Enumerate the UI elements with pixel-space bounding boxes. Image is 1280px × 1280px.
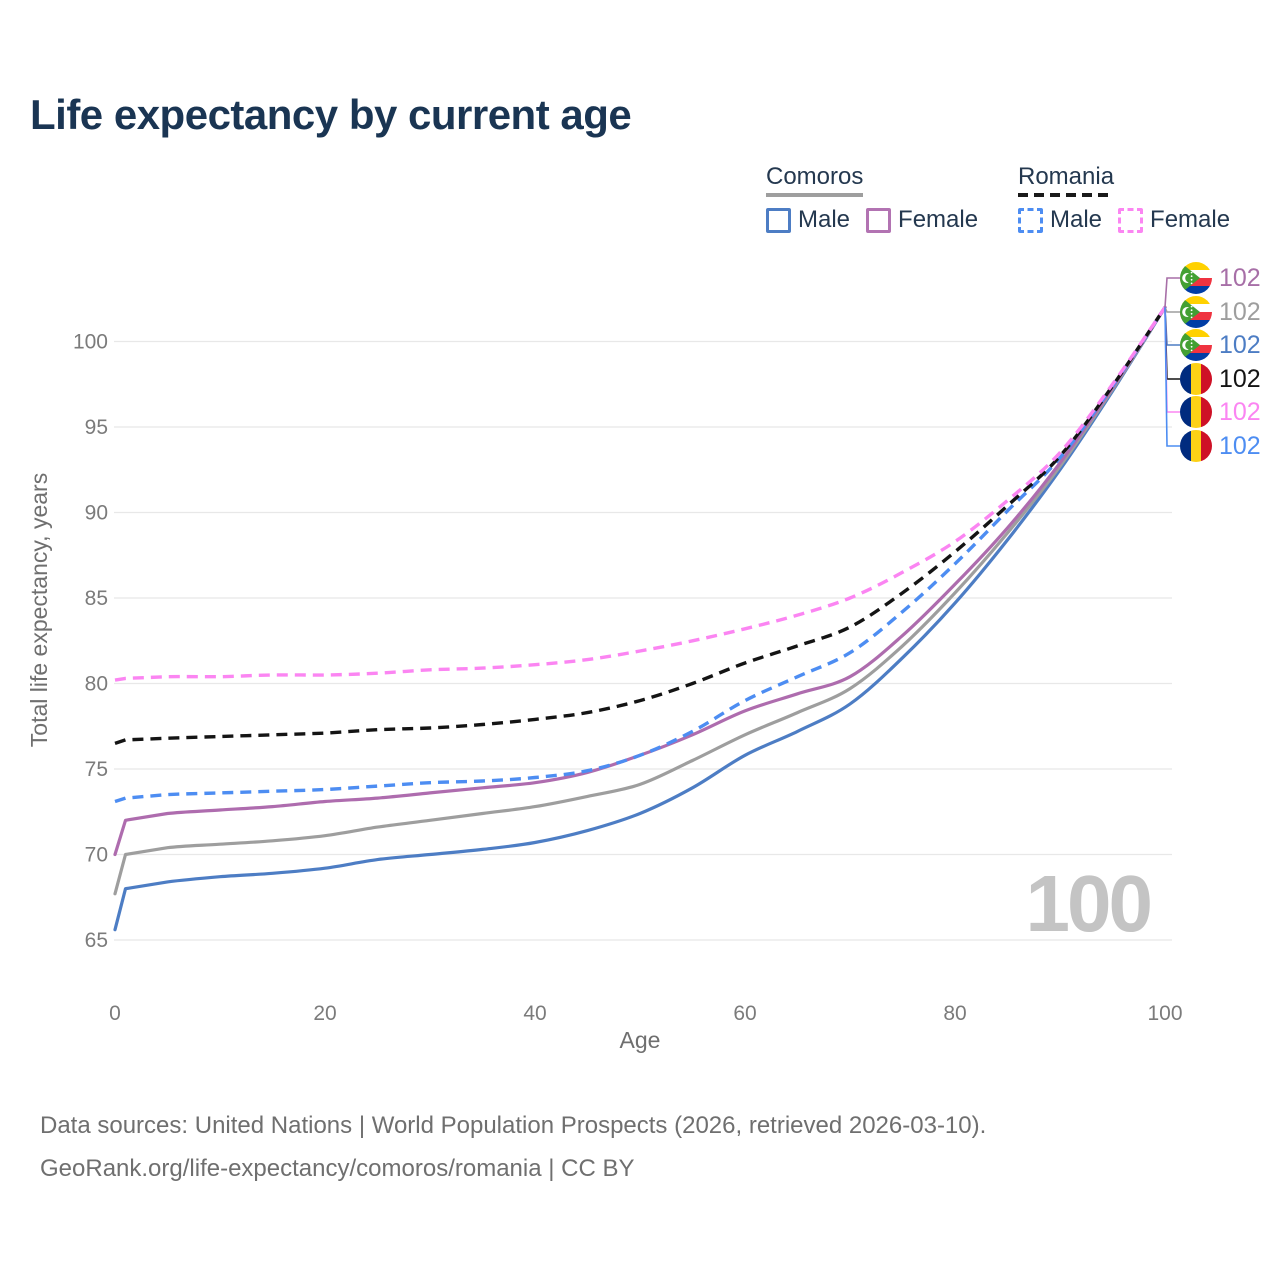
end-value: 102 <box>1219 297 1261 326</box>
y-tick-label: 95 <box>85 416 108 439</box>
legend-item-romania-male[interactable]: Male <box>1018 206 1102 234</box>
end-label-connector <box>1164 307 1180 447</box>
y-tick-label: 70 <box>85 844 108 867</box>
flag-comoros-icon <box>1180 329 1212 361</box>
legend-group-comoros: Comoros Male Female <box>766 164 978 234</box>
footer-attribution: GeoRank.org/life-expectancy/comoros/roma… <box>40 1155 635 1182</box>
x-tick-label: 20 <box>313 1002 336 1025</box>
end-label-comoros-male: 102 <box>1180 328 1261 362</box>
legend-item-romania-female[interactable]: Female <box>1118 206 1230 234</box>
x-axis-title: Age <box>620 1027 661 1053</box>
legend-item-label: Male <box>1050 206 1103 234</box>
end-label-connector <box>1164 306 1180 313</box>
dashed-line-swatch <box>1018 193 1115 198</box>
page-title: Life expectancy by current age <box>30 91 632 138</box>
flag-romania-icon <box>1180 430 1212 462</box>
x-tick-label: 60 <box>733 1002 756 1025</box>
end-label-comoros-female: 102 <box>1180 261 1261 295</box>
legend-item-label: Male <box>798 206 851 234</box>
line-comoros-female <box>113 305 1167 857</box>
flag-comoros-icon <box>1180 262 1212 294</box>
line-romania-both <box>114 306 1167 746</box>
line-romania-male <box>114 306 1167 804</box>
legend-swatch <box>866 207 892 233</box>
end-label-romania-both-sexes: 102 <box>1180 362 1261 396</box>
end-label-connector <box>1164 277 1180 308</box>
legend-item-label: Female <box>898 206 979 234</box>
solid-line-swatch <box>766 193 864 198</box>
legend-item-comoros-female[interactable]: Female <box>866 206 978 234</box>
line-comoros-male <box>113 305 1167 932</box>
y-axis-title: Total life expectancy, years <box>26 473 52 747</box>
y-tick-label: 75 <box>85 758 108 781</box>
x-tick-label: 0 <box>109 1002 121 1025</box>
flag-romania-icon <box>1180 396 1212 428</box>
y-tick-label: 100 <box>73 331 108 354</box>
end-value: 102 <box>1219 397 1261 426</box>
legend-swatch <box>766 207 791 233</box>
legend-group-romania: Romania Male Female <box>1018 164 1230 234</box>
footer-data-sources: Data sources: United Nations | World Pop… <box>40 1112 987 1139</box>
end-label-comoros-both-sexes: 102 <box>1180 295 1261 329</box>
end-label-connector <box>1164 307 1180 346</box>
legend-item-label: Female <box>1150 206 1231 234</box>
y-tick-label: 65 <box>85 929 108 952</box>
current-age-watermark: 100 <box>1025 859 1153 948</box>
end-label-romania-female: 102 <box>1180 395 1261 429</box>
flag-romania-icon <box>1180 363 1212 395</box>
end-value: 102 <box>1219 364 1261 393</box>
end-value: 102 <box>1219 263 1261 292</box>
x-tick-label: 40 <box>523 1002 546 1025</box>
legend-swatch <box>1018 207 1043 233</box>
flag-comoros-icon <box>1180 296 1212 328</box>
x-tick-label: 100 <box>1147 1002 1182 1025</box>
line-romania-female <box>114 306 1167 682</box>
x-tick-label: 80 <box>943 1002 966 1025</box>
y-tick-label: 85 <box>85 587 108 610</box>
end-label-romania-male: 102 <box>1180 429 1261 463</box>
y-tick-label: 80 <box>85 673 108 696</box>
y-tick-label: 90 <box>85 502 108 525</box>
legend-item-comoros-male[interactable]: Male <box>766 206 850 234</box>
legend-country-name: Romania <box>1018 163 1115 190</box>
legend-swatch <box>1118 207 1144 233</box>
footer: Data sources: United Nations | World Pop… <box>40 1104 986 1190</box>
end-value: 102 <box>1219 431 1261 460</box>
legend-country-name: Comoros <box>766 163 864 190</box>
line-comoros-both <box>113 305 1167 896</box>
end-value: 102 <box>1219 330 1261 359</box>
